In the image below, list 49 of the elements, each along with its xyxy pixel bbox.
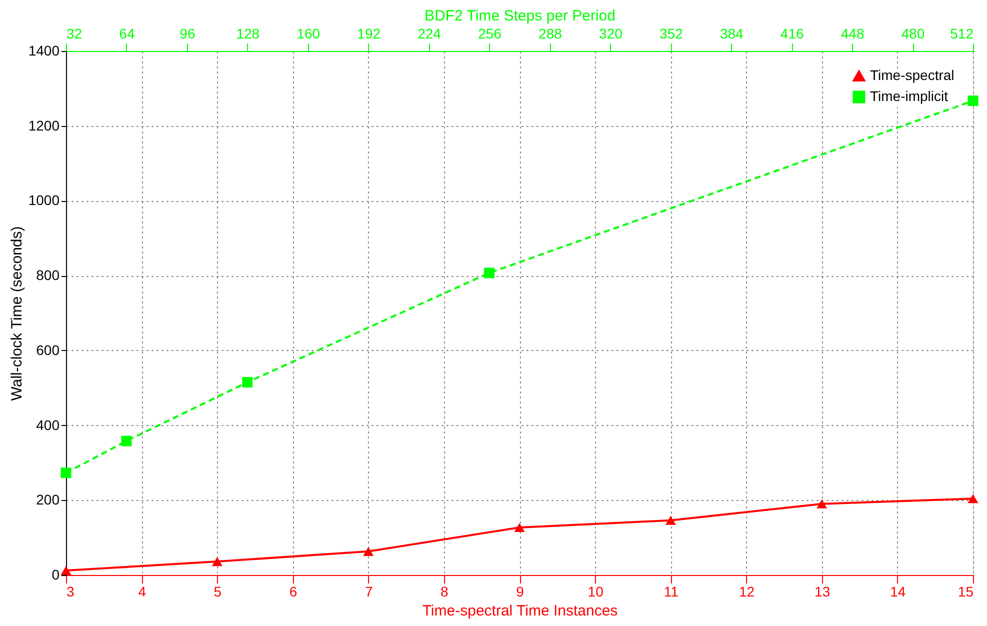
y-tick-label: 0 bbox=[52, 566, 60, 582]
x2-tick-label: 32 bbox=[66, 26, 82, 42]
point bbox=[816, 499, 828, 508]
y-tick-label: 800 bbox=[36, 267, 60, 284]
x2-tick-label: 64 bbox=[119, 26, 135, 42]
point bbox=[363, 546, 374, 556]
x-tick-label: 9 bbox=[516, 584, 524, 600]
point bbox=[514, 522, 525, 532]
x-tick-label: 13 bbox=[814, 584, 830, 600]
y-tick-label: 1400 bbox=[28, 42, 60, 58]
x-tick-label: 8 bbox=[440, 584, 449, 600]
x-tick-label: 6 bbox=[289, 584, 298, 600]
x2-tick-label: 480 bbox=[901, 26, 925, 42]
x-tick-label: 12 bbox=[738, 584, 755, 600]
legend-label: Time-spectral bbox=[870, 67, 954, 83]
x2-tick-label: 352 bbox=[659, 26, 684, 42]
y-tick-label: 600 bbox=[36, 342, 60, 358]
x2-tick-label: 256 bbox=[478, 26, 502, 42]
x-tick-label: 15 bbox=[958, 584, 974, 600]
x-tick-label: 14 bbox=[890, 584, 906, 600]
x-tick-label: 4 bbox=[138, 584, 146, 600]
x2-tick-label: 512 bbox=[950, 26, 974, 42]
x2-tick-label: 224 bbox=[418, 26, 442, 42]
x-tick-label: 5 bbox=[214, 584, 222, 600]
x2-tick-label: 320 bbox=[599, 26, 623, 42]
x2-axis-title: BDF2 Time Steps per Period bbox=[424, 8, 616, 24]
point bbox=[212, 556, 222, 566]
x-tick-label: 3 bbox=[66, 584, 74, 600]
x2-tick-label: 384 bbox=[720, 26, 744, 42]
x2-tick-label: 192 bbox=[357, 26, 381, 42]
point bbox=[968, 494, 978, 504]
y-tick-label: 400 bbox=[36, 416, 60, 433]
x-tick-label: 7 bbox=[364, 584, 373, 600]
x-tick-label: 10 bbox=[588, 584, 604, 600]
y-tick-label: 1000 bbox=[28, 192, 60, 208]
x2-tick-label: 288 bbox=[538, 26, 562, 42]
x2-tick-label: 128 bbox=[236, 26, 260, 42]
y-axis-title: Wall-clock Time (seconds) bbox=[8, 226, 26, 401]
x2-tick-label: 160 bbox=[296, 26, 320, 42]
x2-tick-label: 416 bbox=[780, 26, 804, 42]
point bbox=[60, 566, 72, 576]
y-tick-label: 200 bbox=[36, 492, 60, 508]
x-axis-title: Time-spectral Time Instances bbox=[422, 602, 618, 620]
x2-tick-label: 96 bbox=[180, 26, 196, 42]
y-tick-label: 1200 bbox=[28, 117, 60, 134]
point bbox=[665, 516, 676, 525]
x-tick-label: 11 bbox=[664, 584, 679, 600]
legend-label: Time-implicit bbox=[870, 88, 948, 104]
x2-tick-label: 448 bbox=[840, 26, 864, 42]
